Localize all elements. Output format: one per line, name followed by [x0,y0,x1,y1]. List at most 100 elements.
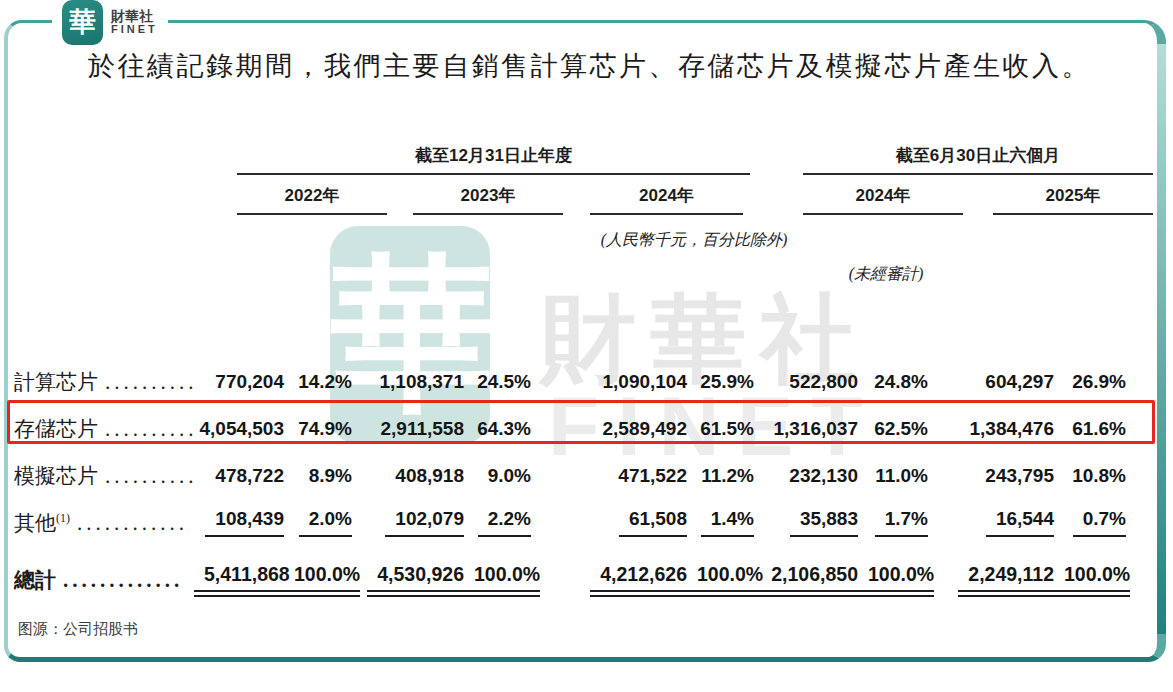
cell-text: 100.0% [464,563,540,597]
cell-text: 478,722 [215,465,284,487]
value-cell: 4,212,626 [531,563,687,597]
finet-logo-icon: 華 [62,0,103,45]
row-leader-dots: .......... [105,370,194,394]
highlight-box-storage-row [7,400,1155,444]
row-label-cell: 其他(1)............ [14,509,194,537]
value-cell: 102,079 [352,508,464,537]
cell-text: 243,795 [985,465,1054,487]
cell-text: 604,297 [985,371,1054,393]
cell-text: 522,800 [789,371,858,393]
cell-text: 4,530,926 [367,563,464,597]
value-cell: 61,508 [531,508,687,537]
value-cell: 770,204 [194,371,284,393]
cell-text: 471,522 [618,465,687,487]
cell-text: 100.0% [284,563,360,597]
value-cell: 5,411,868 [194,563,284,597]
unit-note: (人民幣千元，百分比除外) [434,230,954,251]
percent-cell: 100.0% [687,563,754,597]
value-cell: 2,249,112 [928,563,1054,597]
cell-text: 770,204 [215,371,284,393]
year-header-2022: 2022年 [237,184,387,207]
year-underline [237,213,387,215]
percent-cell: 14.2% [284,371,352,393]
cell-text: 2,249,112 [958,563,1054,597]
percent-cell: 0.7% [1054,508,1126,537]
cell-text: 0.7% [1073,508,1126,537]
row-label: 總計 [14,568,56,592]
cell-text: 100.0% [687,563,763,597]
table-row: 總計............. 5,411,868100.0%4,530,926… [14,558,1126,602]
year-header-2023: 2023年 [413,184,563,207]
table-body: 計算芯片.......... 770,204 14.2% 1,108,371 24.5… [14,358,1126,602]
year-header-2024: 2024年 [590,184,743,207]
cell-text: 35,883 [790,508,858,537]
column-group-annual: 截至12月31日止年度 [237,144,750,167]
year-header-2025-h1: 2025年 [993,184,1153,207]
brand-name-en: FINET [111,24,158,36]
row-label-cell: 模擬芯片.......... [14,462,194,490]
cell-text: 25.9% [700,371,754,393]
cell-text: 11.0% [875,465,928,487]
cell-text: 14.2% [298,371,352,393]
table-row: 計算芯片.......... 770,204 14.2% 1,108,371 24.5… [14,358,1126,405]
cell-text: 16,544 [986,508,1054,537]
percent-cell: 100.0% [284,563,352,597]
source-note: 图源：公司招股书 [18,620,138,639]
percent-cell: 1.4% [687,508,754,537]
value-cell: 1,090,104 [531,371,687,393]
cell-text: 9.0% [488,465,531,487]
percent-cell: 26.9% [1054,371,1126,393]
row-label-cell: 計算芯片.......... [14,368,194,396]
cell-text: 1.7% [875,508,928,537]
row-label: 計算芯片 [14,370,98,394]
percent-cell: 1.7% [858,508,928,537]
value-cell: 35,883 [754,508,858,537]
revenue-table: 截至12月31日止年度 截至6月30日止六個月 2022年 2023年 2024… [14,140,1160,620]
row-leader-dots: .......... [105,464,194,488]
percent-cell: 11.0% [858,465,928,487]
cell-text: 26.9% [1072,371,1126,393]
value-cell: 478,722 [194,465,284,487]
value-cell: 471,522 [531,465,687,487]
finet-logo: 華 財華社 FINET [52,0,168,47]
row-label-cell: 總計............. [14,566,194,594]
row-leader-dots: ............ [77,511,188,535]
value-cell: 522,800 [754,371,858,393]
page-title: 於往績記錄期間，我們主要自銷售計算芯片、存儲芯片及模擬芯片產生收入。 [88,48,1128,84]
percent-cell: 10.8% [1054,465,1126,487]
percent-cell: 24.5% [464,371,531,393]
row-footnote-sup: (1) [56,511,70,525]
value-cell: 604,297 [928,371,1054,393]
value-cell: 16,544 [928,508,1054,537]
cell-text: 10.8% [1072,465,1126,487]
cell-text: 5,411,868 [194,563,290,597]
cell-text: 1,108,371 [379,371,464,393]
year-underline [413,213,563,215]
cell-text: 100.0% [858,563,934,597]
finet-logo-text: 財華社 FINET [111,9,158,35]
percent-cell: 100.0% [858,563,928,597]
cell-text: 4,212,626 [590,563,687,597]
value-cell: 1,108,371 [352,371,464,393]
percent-cell: 9.0% [464,465,531,487]
percent-cell: 25.9% [687,371,754,393]
percent-cell: 11.2% [687,465,754,487]
cell-text: 8.9% [309,465,352,487]
value-cell: 408,918 [352,465,464,487]
percent-cell: 100.0% [1054,563,1126,597]
cell-text: 108,439 [205,508,284,537]
cell-text: 24.5% [477,371,531,393]
percent-cell: 100.0% [464,563,531,597]
year-underline [590,213,743,215]
table-row: 其他(1)............ 108,4392.0%102,0792.2%… [14,499,1126,546]
cell-text: 1,090,104 [602,371,687,393]
column-group-interim: 截至6月30日止六個月 [803,144,1153,167]
row-label: 模擬芯片 [14,464,98,488]
unaudited-note: (未經審計) [736,264,1036,285]
percent-cell: 2.2% [464,508,531,537]
group-underline [237,173,750,175]
percent-cell: 8.9% [284,465,352,487]
value-cell: 108,439 [194,508,284,537]
year-underline [993,213,1153,215]
value-cell: 4,530,926 [352,563,464,597]
